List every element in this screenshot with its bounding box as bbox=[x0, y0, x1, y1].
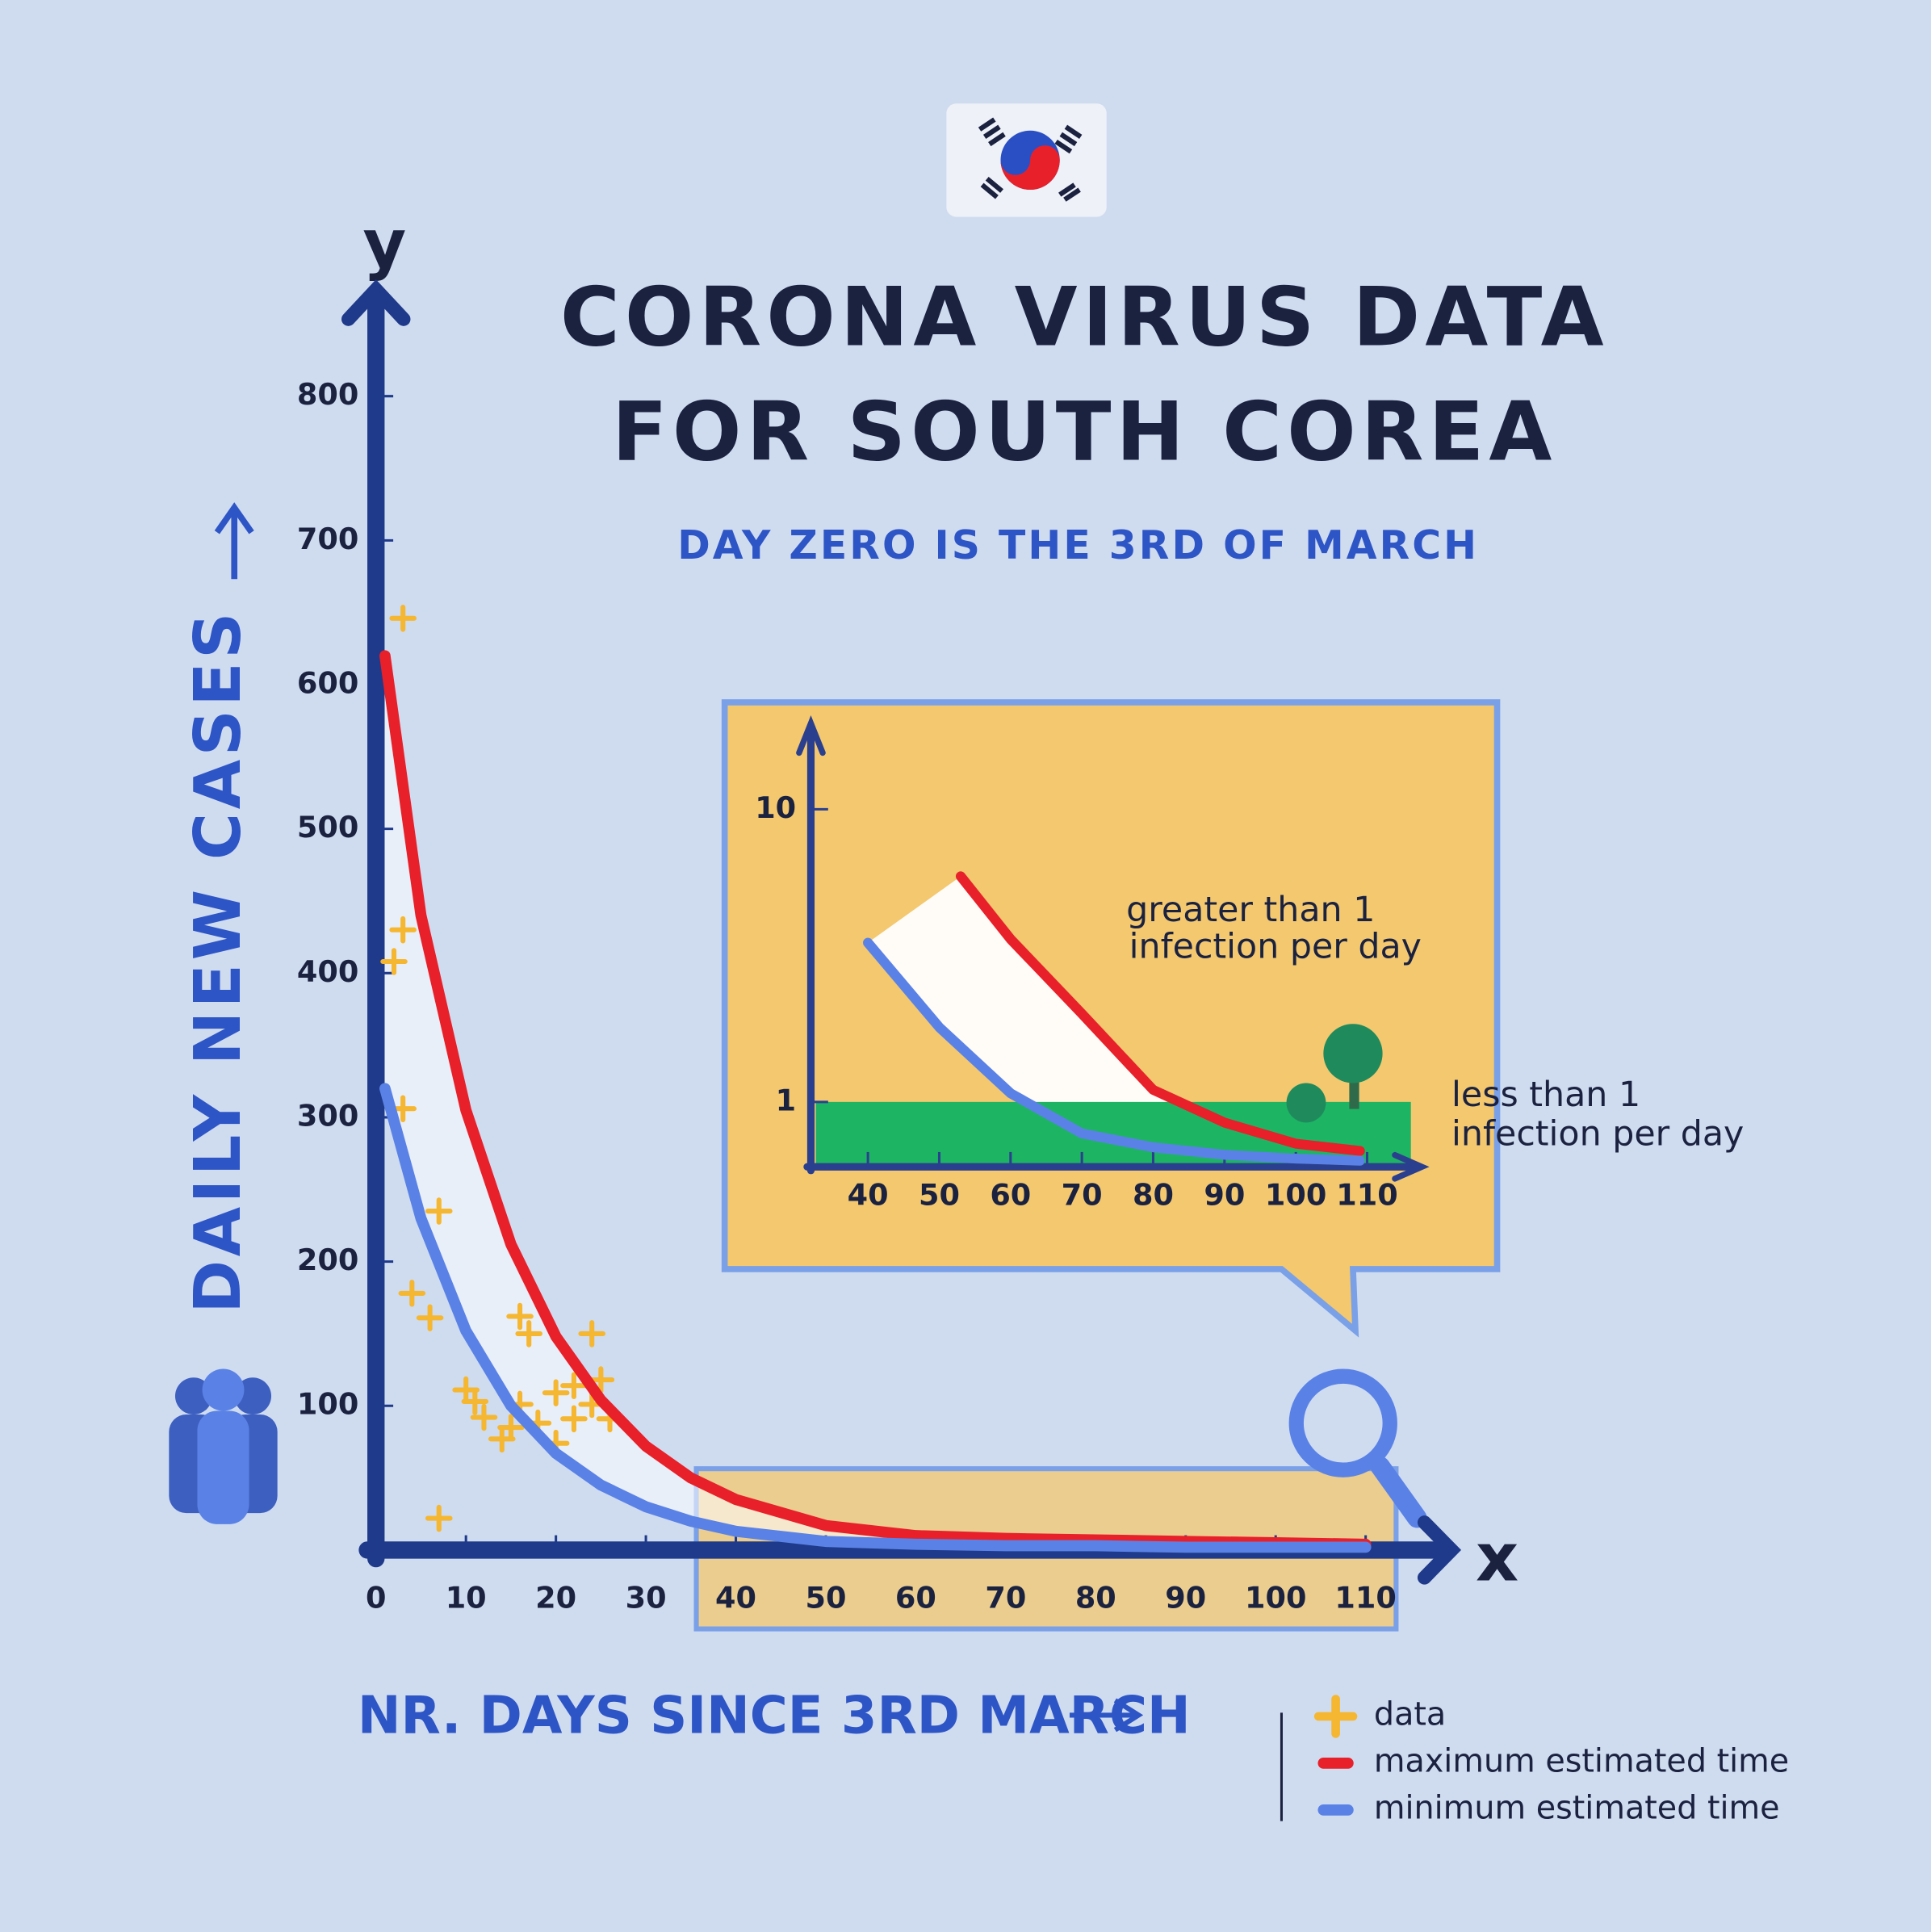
x-axis-arrow bbox=[1417, 1515, 1462, 1585]
y-tick-label: 200 bbox=[297, 1243, 358, 1277]
bush bbox=[1286, 1083, 1326, 1123]
y-tick-label: 600 bbox=[297, 665, 358, 700]
x-tick-label: 40 bbox=[715, 1580, 756, 1615]
x-tick-label: 10 bbox=[446, 1580, 487, 1615]
line bbox=[379, 650, 1372, 1550]
x-tick-label: 80 bbox=[1075, 1580, 1116, 1615]
legend-label: minimum estimated time bbox=[1374, 1789, 1780, 1826]
x-tick-label: 40 bbox=[848, 1177, 889, 1212]
data-point bbox=[380, 948, 408, 975]
annotation: less than 1 bbox=[1451, 1075, 1640, 1115]
x-tick-label: 100 bbox=[1265, 1177, 1326, 1212]
y-tick-label: 1 bbox=[776, 1083, 796, 1117]
x-tick-label: 70 bbox=[1062, 1177, 1103, 1212]
chart-subtitle: DAY ZERO IS THE 3RD OF MARCH bbox=[677, 522, 1479, 568]
x-tick-label: 100 bbox=[1245, 1580, 1306, 1615]
data-point bbox=[560, 1372, 588, 1400]
data-point bbox=[506, 1302, 534, 1331]
y-axis-name: y bbox=[363, 207, 407, 283]
legend: data maximum estimated time minimum estima… bbox=[1313, 1695, 1789, 1826]
data-point bbox=[389, 916, 417, 944]
x-tick-label: 0 bbox=[366, 1580, 386, 1615]
data-point bbox=[542, 1379, 570, 1406]
main-plot: 100 200 300 400 500 600 700 800 0 10 20 30 40 50 60 70 8… bbox=[297, 279, 1462, 1615]
label-arrow bbox=[214, 502, 254, 580]
x-tick-label: 110 bbox=[1334, 1580, 1396, 1615]
x-tick-label: 60 bbox=[895, 1580, 936, 1615]
legend-swatch bbox=[1313, 1695, 1358, 1738]
data-point bbox=[578, 1320, 605, 1347]
data-point bbox=[461, 1388, 489, 1415]
x-tick-label: 20 bbox=[535, 1580, 576, 1615]
x-tick-label: 110 bbox=[1336, 1177, 1397, 1212]
chart-title: FOR SOUTH COREA bbox=[612, 385, 1556, 480]
line bbox=[379, 1083, 1372, 1553]
x-tick-label: 30 bbox=[626, 1580, 667, 1615]
tree-crown bbox=[1323, 1024, 1383, 1083]
y-axis-arrow bbox=[796, 715, 826, 756]
y-tick-label: 800 bbox=[297, 377, 358, 412]
annotation: infection per day bbox=[1451, 1114, 1744, 1155]
data-point bbox=[398, 1280, 426, 1307]
x-axis-label: NR. DAYS SINCE 3RD MARCH bbox=[358, 1687, 1191, 1746]
y-axis-arrow bbox=[341, 279, 411, 326]
y-tick-label: 300 bbox=[297, 1098, 358, 1133]
y-axis-label: DAILY NEW CASES bbox=[180, 609, 255, 1314]
data-point bbox=[560, 1405, 588, 1433]
x-tick-label: 60 bbox=[990, 1177, 1031, 1212]
annotation: greater than 1 bbox=[1126, 890, 1375, 930]
data-point bbox=[425, 1197, 453, 1225]
estimate-band bbox=[868, 876, 1360, 1161]
line bbox=[863, 937, 1365, 1166]
data-point bbox=[587, 1366, 615, 1393]
x-tick-label: 80 bbox=[1133, 1177, 1174, 1212]
trees bbox=[1286, 1024, 1383, 1123]
x-tick-label: 50 bbox=[919, 1177, 960, 1212]
inset-box bbox=[721, 699, 1501, 1338]
data-point bbox=[497, 1414, 525, 1441]
x-tick-label: 90 bbox=[1165, 1580, 1206, 1615]
y-tick-label: 400 bbox=[297, 954, 358, 989]
x-tick-label: 90 bbox=[1204, 1177, 1245, 1212]
legend-label: maximum estimated time bbox=[1374, 1742, 1789, 1779]
y-tick-label: 100 bbox=[297, 1387, 358, 1422]
data-point bbox=[515, 1320, 542, 1347]
line bbox=[955, 871, 1365, 1156]
x-tick-label: 50 bbox=[805, 1580, 846, 1615]
chart-title: CORONA VIRUS DATA bbox=[560, 270, 1609, 365]
data-point bbox=[416, 1304, 444, 1332]
data-point bbox=[470, 1403, 498, 1431]
data-point bbox=[425, 1504, 453, 1532]
annotation: infection per day bbox=[1129, 927, 1422, 967]
y-tick-label: 10 bbox=[755, 790, 796, 825]
x-tick-label: 70 bbox=[985, 1580, 1026, 1615]
x-axis-arrow bbox=[1392, 1151, 1430, 1182]
flag bbox=[946, 103, 1107, 217]
y-tick-label: 500 bbox=[297, 810, 358, 844]
y-tick-label: 700 bbox=[297, 522, 358, 556]
label-arrow bbox=[1069, 1698, 1144, 1733]
magnifier bbox=[1288, 1368, 1427, 1528]
people-icon bbox=[169, 1368, 278, 1524]
x-axis-name: x bbox=[1476, 1520, 1518, 1597]
data-point bbox=[389, 605, 417, 632]
legend-label: data bbox=[1374, 1695, 1446, 1733]
